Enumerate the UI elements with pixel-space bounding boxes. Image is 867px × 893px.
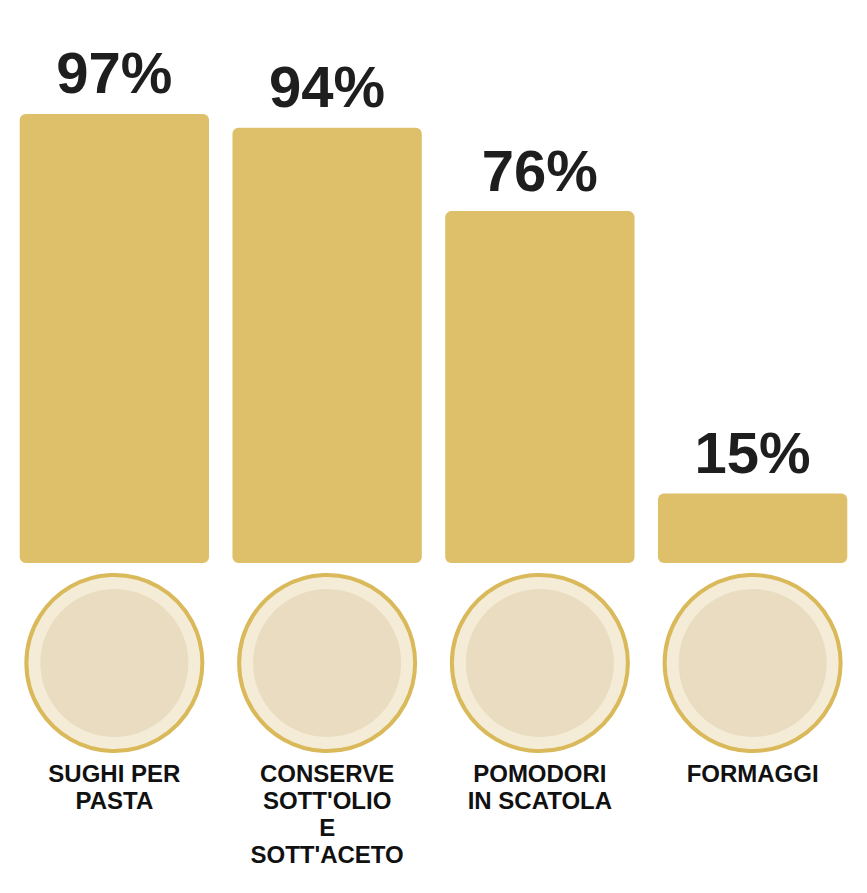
svg-text:SOTT'OLIO: SOTT'OLIO <box>263 787 391 814</box>
svg-text:76%: 76% <box>482 138 598 203</box>
svg-text:IN SCATOLA: IN SCATOLA <box>468 787 612 814</box>
svg-text:97%: 97% <box>56 40 172 105</box>
svg-text:SUGHI PER: SUGHI PER <box>48 760 180 787</box>
svg-text:SOTT'ACETO: SOTT'ACETO <box>250 841 403 868</box>
svg-text:PASTA: PASTA <box>75 787 153 814</box>
svg-text:94%: 94% <box>269 54 385 119</box>
svg-text:E: E <box>319 814 335 841</box>
svg-text:CONSERVE: CONSERVE <box>260 760 394 787</box>
svg-text:FORMAGGI: FORMAGGI <box>687 760 819 787</box>
svg-text:POMODORI: POMODORI <box>473 760 606 787</box>
svg-text:15%: 15% <box>695 420 811 485</box>
